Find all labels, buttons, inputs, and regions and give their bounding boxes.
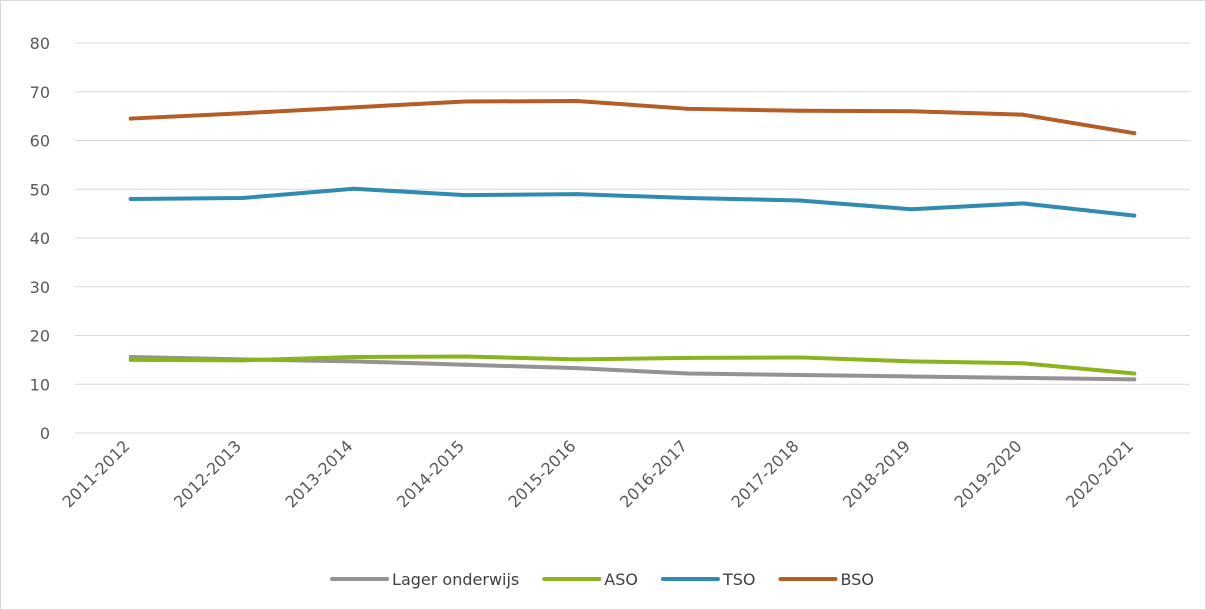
- data-point: [797, 372, 802, 377]
- data-point: [797, 198, 802, 203]
- legend-label: BSO: [840, 570, 873, 589]
- series-line-aso: [128, 354, 1137, 376]
- legend: Lager onderwijs ASO TSO BSO: [330, 570, 874, 589]
- data-point: [128, 357, 133, 362]
- data-point: [1020, 112, 1025, 117]
- y-tick-label: 50: [30, 180, 50, 199]
- data-point: [686, 371, 691, 376]
- data-point: [574, 99, 579, 104]
- data-point: [351, 359, 356, 364]
- data-point: [909, 374, 914, 379]
- x-axis-ticks: 2011-2012 2012-2013 2013-2014 2014-2015 2015…: [58, 436, 1137, 511]
- data-point: [909, 109, 914, 114]
- data-point: [1020, 361, 1025, 366]
- data-point: [909, 207, 914, 212]
- data-point: [463, 99, 468, 104]
- x-tick-label: 2015-2016: [504, 436, 579, 511]
- data-point: [351, 105, 356, 110]
- series-line-tso: [128, 186, 1137, 218]
- data-point: [240, 358, 245, 363]
- data-point: [686, 106, 691, 111]
- x-tick-label: 2011-2012: [58, 436, 133, 511]
- y-tick-label: 0: [40, 424, 50, 443]
- legend-label: ASO: [604, 570, 638, 589]
- x-tick-label: 2013-2014: [281, 436, 356, 511]
- legend-label: TSO: [722, 570, 756, 589]
- y-tick-label: 10: [30, 375, 50, 394]
- data-point: [351, 354, 356, 359]
- data-point: [463, 193, 468, 198]
- x-tick-label: 2014-2015: [393, 436, 468, 511]
- data-point: [797, 355, 802, 360]
- data-point: [128, 197, 133, 201]
- y-tick-label: 60: [30, 132, 50, 151]
- x-tick-label: 2012-2013: [170, 436, 245, 511]
- x-tick-label: 2020-2021: [1062, 436, 1137, 511]
- x-tick-label: 2019-2020: [950, 436, 1025, 511]
- y-tick-label: 20: [30, 327, 50, 346]
- data-point: [1132, 131, 1137, 136]
- data-point: [1132, 213, 1137, 218]
- y-tick-label: 40: [30, 229, 50, 248]
- legend-label: Lager onderwijs: [392, 570, 519, 589]
- y-tick-label: 80: [30, 34, 50, 53]
- y-tick-label: 30: [30, 278, 50, 297]
- data-point: [1020, 201, 1025, 206]
- data-point: [686, 196, 691, 201]
- data-point: [1132, 377, 1137, 382]
- data-point: [240, 111, 245, 116]
- data-point: [574, 357, 579, 362]
- data-point: [797, 108, 802, 113]
- data-point: [128, 116, 133, 121]
- data-point: [1132, 371, 1137, 376]
- data-point: [686, 355, 691, 360]
- x-tick-label: 2016-2017: [616, 436, 691, 511]
- data-point: [909, 359, 914, 364]
- gridlines: [75, 42, 1190, 434]
- data-point: [463, 362, 468, 367]
- series-line-bso: [128, 99, 1137, 136]
- data-point: [574, 192, 579, 197]
- series-lines: [128, 99, 1137, 382]
- x-tick-label: 2017-2018: [727, 436, 802, 511]
- data-point: [351, 186, 356, 191]
- data-point: [574, 366, 579, 371]
- x-tick-label: 2018-2019: [839, 436, 914, 511]
- data-point: [240, 196, 245, 201]
- data-point: [1020, 375, 1025, 380]
- data-point: [463, 354, 468, 359]
- y-tick-label: 70: [30, 83, 50, 102]
- y-axis-ticks: 0 10 20 30 40 50 60 70 80: [30, 34, 50, 443]
